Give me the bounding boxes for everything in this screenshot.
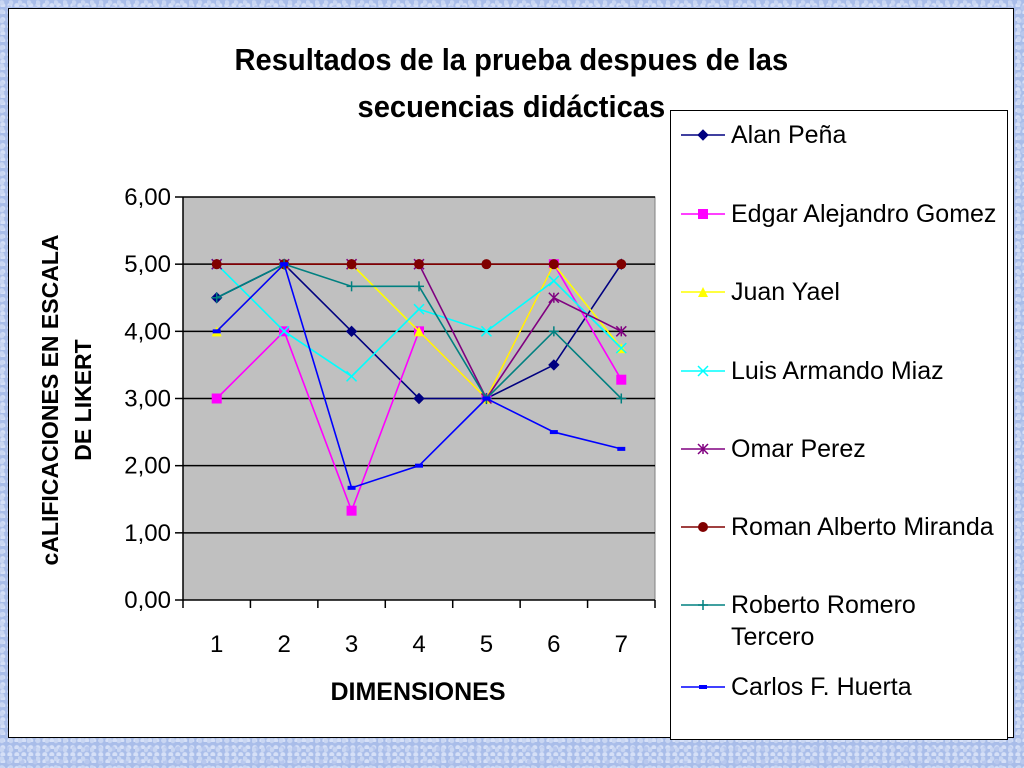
legend-label: Alan Peña	[731, 121, 847, 149]
legend-item: Omar Perez	[681, 433, 1001, 465]
legend-label: Carlos F. Huerta	[731, 673, 912, 701]
legend-label: Roberto Romero Tercero	[731, 591, 916, 651]
legend-label: Omar Perez	[731, 435, 866, 463]
x-tick-label: 1	[210, 631, 223, 658]
y-tick-label: 0,00	[124, 587, 171, 614]
data-point	[278, 325, 290, 337]
data-point	[211, 259, 222, 270]
data-point	[548, 326, 559, 337]
data-point	[548, 259, 559, 270]
x-tick-label: 7	[615, 631, 628, 658]
legend-marker	[697, 365, 709, 377]
legend-item: Roman Alberto Miranda	[681, 511, 1001, 543]
data-point	[616, 393, 627, 404]
legend-swatch	[681, 522, 725, 532]
data-point	[414, 326, 424, 337]
data-point	[413, 392, 425, 405]
legend-swatch	[681, 287, 725, 297]
legend-swatch	[681, 209, 725, 219]
legend-marker	[698, 600, 708, 610]
legend-marker	[699, 685, 707, 689]
y-axis-label-line-2: DE LIKERT	[70, 339, 96, 460]
legend-item: Carlos F. Huerta	[681, 671, 1001, 703]
legend-item: Edgar Alejandro Gomez	[681, 198, 1001, 230]
data-point	[415, 463, 423, 468]
legend-label: Edgar Alejandro Gomez	[731, 200, 997, 228]
data-point	[616, 259, 627, 270]
chart-title-line-2: secuencias didácticas	[358, 90, 666, 124]
legend-label: Luis Armando Miaz	[731, 357, 944, 385]
data-point	[211, 393, 222, 404]
data-point	[480, 325, 492, 337]
x-tick-label: 4	[412, 631, 425, 658]
data-point	[413, 303, 425, 315]
data-point	[616, 374, 627, 385]
y-tick-label: 5,00	[124, 251, 171, 278]
data-point	[280, 262, 289, 267]
legend-swatch	[681, 129, 725, 141]
data-point	[347, 485, 356, 490]
x-axis-label: DIMENSIONES	[330, 678, 505, 706]
data-point	[211, 292, 222, 303]
chart-title-line-1: Resultados de la prueba despues de las	[234, 43, 788, 77]
data-point	[414, 259, 424, 270]
data-point	[346, 505, 357, 516]
y-tick-label: 4,00	[124, 318, 171, 345]
data-point	[549, 430, 558, 435]
data-point	[615, 342, 627, 354]
legend-marker	[698, 209, 708, 219]
y-tick-label: 6,00	[124, 184, 171, 211]
y-axis-label-line-1: cALIFICACIONES EN ESCALA	[37, 235, 63, 566]
data-point	[482, 396, 491, 401]
legend-item: Luis Armando Miaz	[681, 355, 1001, 387]
legend-swatch	[681, 443, 725, 455]
y-tick-label: 1,00	[124, 520, 171, 547]
legend-label: Juan Yael	[731, 278, 840, 306]
data-point	[212, 329, 221, 334]
legend-marker	[697, 129, 709, 141]
legend-marker	[698, 287, 708, 297]
legend-marker	[697, 443, 709, 455]
legend-label: Roman Alberto Miranda	[731, 513, 994, 541]
legend-swatch	[681, 600, 725, 610]
legend-swatch	[681, 685, 725, 689]
legend-item: Roberto Romero Tercero	[681, 589, 1001, 653]
data-point	[346, 259, 357, 270]
data-point	[481, 259, 492, 270]
data-point	[548, 292, 560, 304]
x-tick-label: 3	[345, 631, 358, 658]
x-tick-label: 5	[480, 631, 493, 658]
legend-item: Alan Peña	[681, 119, 1001, 151]
y-tick-label: 2,00	[124, 453, 171, 480]
data-point	[617, 446, 626, 451]
data-point	[548, 359, 560, 371]
data-point	[548, 275, 560, 287]
data-point	[345, 325, 358, 338]
chart-legend: Alan Peña Edgar Alejandro Gomez Juan Yael L…	[670, 110, 1008, 740]
series-7	[212, 262, 626, 490]
legend-swatch	[681, 365, 725, 377]
data-point	[346, 370, 358, 382]
x-tick-label: 6	[547, 631, 560, 658]
data-point	[615, 325, 627, 337]
x-tick-label: 2	[277, 631, 290, 658]
data-point	[414, 281, 424, 292]
legend-item: Juan Yael	[681, 276, 1001, 308]
y-tick-label: 3,00	[124, 386, 171, 413]
legend-marker	[698, 522, 708, 532]
data-point	[346, 281, 357, 292]
